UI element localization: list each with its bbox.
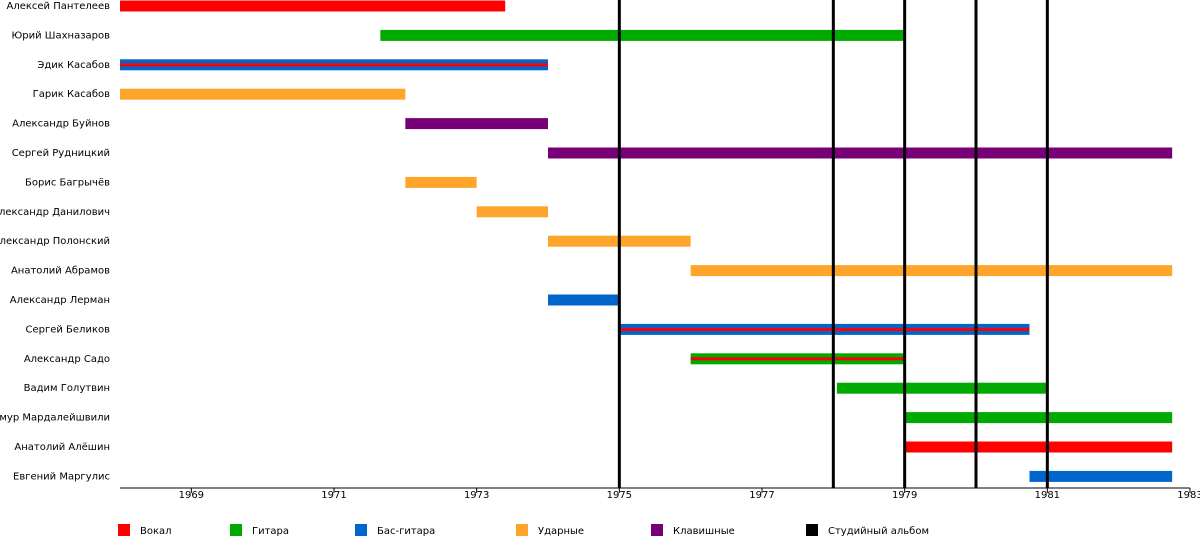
bar — [1029, 470, 1173, 482]
legend-swatch — [651, 524, 663, 536]
x-tick-label: 1969 — [179, 490, 204, 501]
x-tick-label: 1971 — [321, 490, 346, 501]
legend-label: Вокал — [140, 526, 172, 537]
row-label: Анатолий Алёшин — [14, 442, 110, 453]
legend-label: Бас-гитара — [377, 526, 435, 537]
legend-swatch — [355, 524, 367, 536]
legend-swatch — [806, 524, 818, 536]
row-label: Александр Буйнов — [12, 119, 110, 130]
bar — [904, 412, 1173, 424]
row-label: Тимур Мардалейшвили — [0, 413, 110, 424]
row-label: Александр Лерман — [10, 295, 110, 306]
row-label: Алексей Пантелеев — [6, 1, 110, 12]
bar — [120, 88, 406, 100]
bar-stripe — [690, 357, 905, 361]
bar — [476, 206, 548, 218]
row-label: Александр Полонский — [0, 236, 110, 247]
x-tick-label: 1977 — [749, 490, 774, 501]
bar — [548, 147, 1173, 159]
bar — [548, 294, 620, 306]
bar-stripe — [120, 63, 548, 67]
row-label: Борис Багрычёв — [25, 177, 110, 188]
row-label: Сергей Рудницкий — [12, 148, 110, 159]
legend-swatch — [118, 524, 130, 536]
legend-swatch — [516, 524, 528, 536]
row-label: Гарик Касабов — [33, 89, 110, 100]
row-label: Александр Данилович — [0, 207, 110, 218]
legend-label: Студийный альбом — [828, 526, 929, 537]
bar — [690, 265, 1173, 277]
row-label: Вадим Голутвин — [24, 383, 110, 394]
legend-swatch — [230, 524, 242, 536]
legend-label: Ударные — [538, 526, 584, 537]
row-label: Эдик Касабов — [37, 60, 110, 71]
bar — [405, 176, 477, 188]
bar — [836, 382, 1048, 394]
x-tick-label: 1975 — [607, 490, 632, 501]
row-label: Евгений Маргулис — [13, 471, 110, 482]
x-tick-label: 1979 — [892, 490, 917, 501]
bar — [380, 29, 905, 41]
x-tick-label: 1981 — [1035, 490, 1060, 501]
bar-stripe — [619, 327, 1030, 331]
legend-label: Гитара — [252, 526, 289, 537]
legend-label: Клавишные — [673, 526, 735, 537]
bar — [120, 0, 506, 12]
row-label: Анатолий Абрамов — [11, 266, 110, 277]
bar — [405, 118, 548, 130]
x-tick-label: 1973 — [464, 490, 489, 501]
row-label: Юрий Шахназаров — [11, 30, 110, 41]
x-tick-label: 1983 — [1177, 490, 1200, 501]
bar — [904, 441, 1173, 453]
row-label: Сергей Беликов — [25, 324, 110, 335]
row-label: Александр Садо — [24, 354, 110, 365]
